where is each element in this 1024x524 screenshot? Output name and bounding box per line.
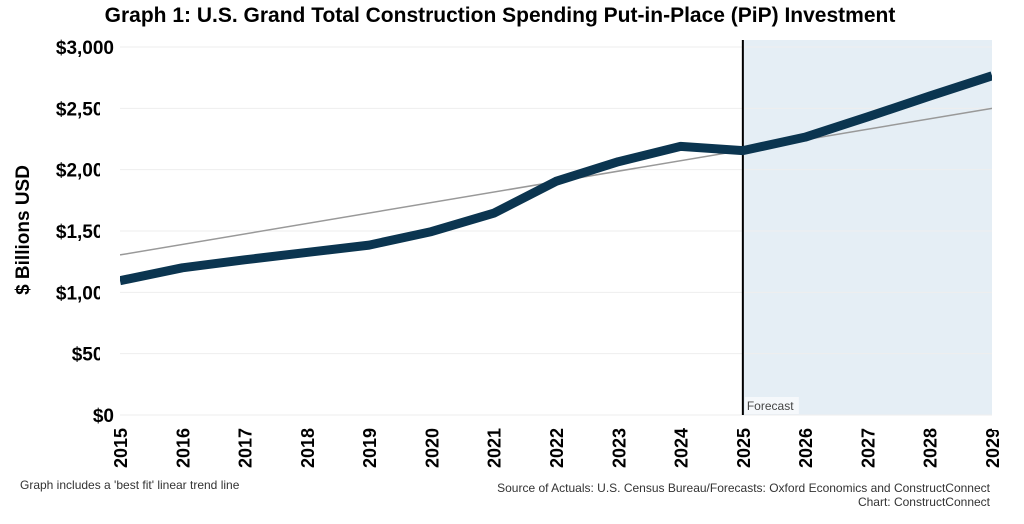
x-tick-label: 2015 (111, 428, 131, 468)
data-point (493, 212, 495, 214)
x-tick-label: 2022 (547, 428, 567, 468)
data-point (804, 136, 806, 138)
data-point (306, 251, 308, 253)
y-tick-label: $2,000 (56, 161, 114, 182)
data-point (244, 259, 246, 261)
y-tick-label: $3,000 (56, 38, 114, 59)
data-point (181, 267, 183, 269)
source-note: Source of Actuals: U.S. Census Bureau/Fo… (497, 481, 990, 495)
x-tick-label: 2023 (609, 428, 629, 468)
x-tick-label: 2027 (858, 428, 878, 468)
forecast-label-bg (744, 397, 799, 414)
trendline-note: Graph includes a 'best fit' linear trend… (20, 478, 240, 492)
x-tick-label: 2020 (422, 428, 442, 468)
left-margin (100, 60, 120, 400)
data-point (680, 145, 682, 147)
data-point (430, 231, 432, 233)
forecast-region (742, 40, 992, 415)
x-tick-label: 2017 (236, 428, 256, 468)
y-axis-label: $ Billions USD (13, 165, 34, 295)
x-tick-label: 2025 (734, 428, 754, 468)
forecast-label: Forecast (747, 399, 794, 413)
chart-title: Graph 1: U.S. Grand Total Construction S… (104, 4, 896, 27)
data-point (742, 150, 744, 152)
x-tick-label: 2029 (983, 428, 1003, 468)
data-point (555, 180, 557, 182)
data-point (866, 116, 868, 118)
x-tick-label: 2021 (485, 428, 505, 468)
x-tick-label: 2019 (360, 428, 380, 468)
y-tick-label: $2,500 (56, 99, 114, 120)
x-tick-label: 2018 (298, 428, 318, 468)
y-tick-label: $1,500 (56, 222, 114, 243)
data-point (617, 161, 619, 163)
x-tick-label: 2024 (672, 428, 692, 468)
x-tick-label: 2028 (921, 428, 941, 468)
y-tick-label: $0 (93, 406, 114, 427)
data-point (368, 244, 370, 246)
y-tick-label: $1,000 (56, 283, 114, 304)
right-margin (992, 30, 1024, 430)
x-tick-label: 2026 (796, 428, 816, 468)
data-point (929, 95, 931, 97)
x-tick-label: 2016 (173, 428, 193, 468)
chart-credit: Chart: ConstructConnect (857, 495, 990, 509)
